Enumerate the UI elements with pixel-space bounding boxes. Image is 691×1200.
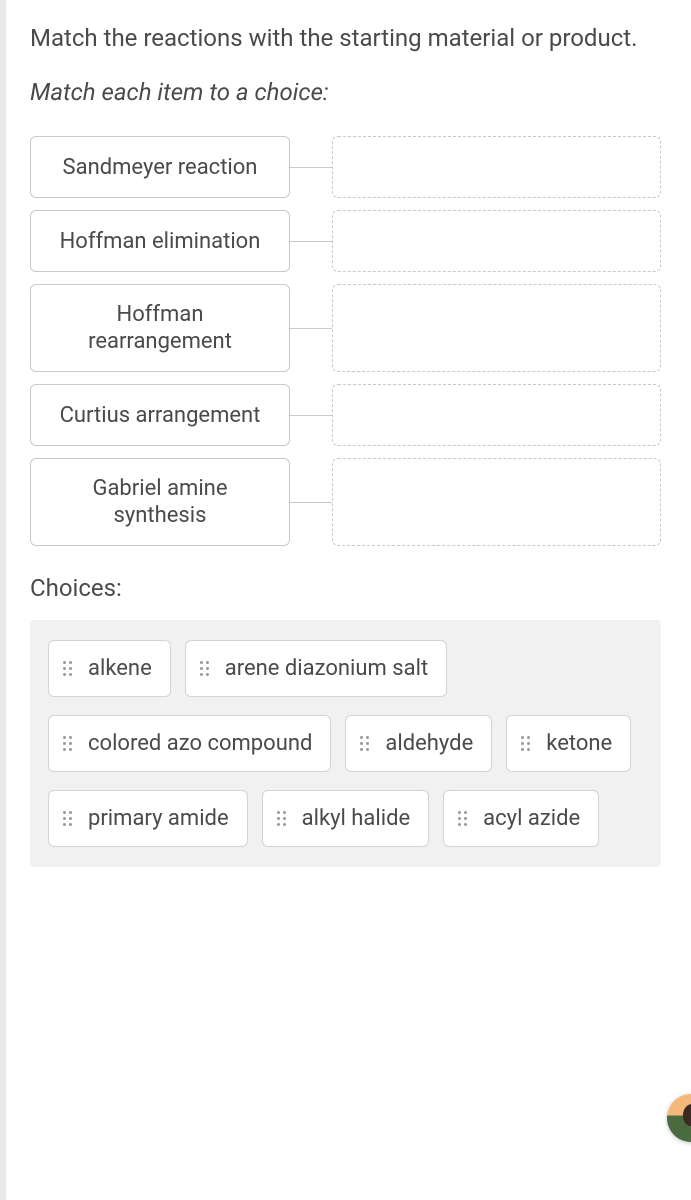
avatar[interactable] [667,1094,691,1142]
choice-label: acyl azide [483,806,580,831]
choice-label: aldehyde [385,731,473,756]
choice-chip[interactable]: alkyl halide [262,790,430,847]
drop-target[interactable] [332,384,661,446]
choice-label: alkyl halide [302,806,411,831]
choice-chip[interactable]: primary amide [48,790,248,847]
drag-handle-icon [521,736,530,751]
drag-handle-icon [63,811,72,826]
drag-handle-icon [63,661,72,676]
choices-label: Choices: [30,574,661,602]
source-box: Hoffman rearrangement [30,284,290,372]
source-box: Hoffman elimination [30,210,290,272]
match-row: Hoffman rearrangement [30,284,661,372]
drop-target[interactable] [332,284,661,372]
drag-handle-icon [360,736,369,751]
drop-target[interactable] [332,458,661,546]
choice-chip[interactable]: aldehyde [345,715,492,772]
drag-handle-icon [200,661,209,676]
choice-chip[interactable]: alkene [48,640,171,697]
match-row: Hoffman elimination [30,210,661,272]
drop-target[interactable] [332,136,661,198]
match-row: Curtius arrangement [30,384,661,446]
choice-chip[interactable]: colored azo compound [48,715,331,772]
choice-label: primary amide [88,806,229,831]
source-box: Sandmeyer reaction [30,136,290,198]
choice-label: arene diazonium salt [225,656,428,681]
choice-label: ketone [546,731,612,756]
match-area: Sandmeyer reaction Hoffman elimination Hof… [30,136,661,546]
choices-panel: alkene arene diazonium salt colored azo co… [30,620,661,867]
connector-line [290,415,332,416]
connector-line [290,328,332,329]
drop-target[interactable] [332,210,661,272]
choice-label: colored azo compound [88,731,312,756]
choice-chip[interactable]: arene diazonium salt [185,640,447,697]
drag-handle-icon [63,736,72,751]
page-left-edge [0,0,6,1200]
connector-line [290,241,332,242]
match-row: Sandmeyer reaction [30,136,661,198]
choice-chip[interactable]: ketone [506,715,631,772]
drag-handle-icon [458,811,467,826]
source-box: Gabriel amine synthesis [30,458,290,546]
drag-handle-icon [277,811,286,826]
choice-chip[interactable]: acyl azide [443,790,599,847]
instruction-text: Match each item to a choice: [30,78,661,106]
question-container: Match the reactions with the starting ma… [0,0,691,867]
source-box: Curtius arrangement [30,384,290,446]
connector-line [290,502,332,503]
choice-label: alkene [88,656,152,681]
question-text: Match the reactions with the starting ma… [30,22,661,54]
match-row: Gabriel amine synthesis [30,458,661,546]
connector-line [290,167,332,168]
